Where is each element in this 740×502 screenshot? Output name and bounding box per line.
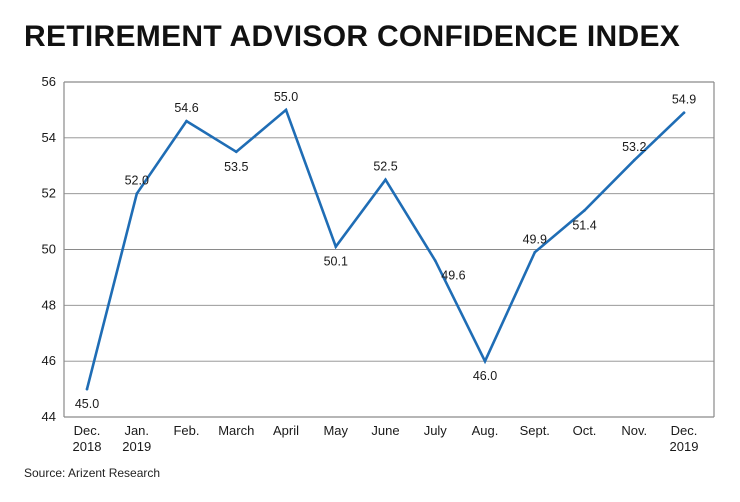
data-point [85, 387, 89, 391]
data-point [632, 158, 636, 162]
data-point [284, 108, 288, 112]
gridlines [63, 81, 715, 418]
y-tick-label: 44 [42, 409, 56, 424]
x-tick-label: Jan. 2019 [122, 423, 151, 454]
x-axis-ticks: Dec. 2018 Jan. 2019 Feb. March April May June Jul… [73, 423, 699, 454]
y-axis-ticks: 44 46 48 50 52 54 56 [42, 74, 56, 424]
data-point [433, 259, 437, 262]
data-point [135, 192, 139, 195]
data-point [583, 209, 586, 212]
y-tick-label: 54 [42, 130, 56, 145]
x-tick-label: Oct. [573, 423, 597, 438]
data-point [533, 250, 537, 254]
x-tick-label: Aug. [472, 423, 499, 438]
y-tick-label: 56 [42, 74, 56, 89]
source-note: Source: Arizent Research [24, 466, 161, 480]
y-tick-label: 50 [42, 242, 56, 257]
data-label: 51.4 [572, 218, 596, 232]
x-tick-label: May [323, 423, 348, 438]
x-tick-label: June [371, 423, 399, 438]
x-tick-label: Feb. [173, 423, 199, 438]
data-label: 49.9 [523, 232, 547, 246]
data-point [185, 119, 188, 123]
y-tick-label: 52 [42, 186, 56, 201]
data-label: 52.5 [373, 160, 397, 174]
chart-title: RETIREMENT ADVISOR CONFIDENCE INDEX [24, 20, 681, 53]
x-tick-label: Dec. 2019 [670, 423, 699, 454]
data-label: 54.9 [672, 93, 696, 107]
y-tick-label: 48 [42, 297, 56, 312]
data-label: 49.6 [441, 269, 465, 283]
x-tick-label: Sept. [520, 423, 550, 438]
data-point [234, 150, 238, 154]
x-tick-label: March [218, 423, 254, 438]
x-tick-label: April [273, 423, 299, 438]
data-label: 45.0 [75, 397, 99, 411]
data-point [682, 111, 686, 115]
data-label: 50.1 [324, 255, 348, 269]
x-tick-label: July [424, 423, 448, 438]
data-label: 54.6 [174, 101, 198, 115]
data-labels: 45.0 52.0 54.6 53.5 55.0 50.1 52.5 49.6 46.0 49.9… [75, 90, 696, 411]
data-point [384, 178, 387, 182]
data-point [483, 359, 487, 363]
y-tick-label: 46 [42, 353, 56, 368]
x-tick-label: Nov. [621, 423, 647, 438]
x-tick-label: Dec. 2018 [73, 423, 102, 454]
data-label: 53.2 [622, 140, 646, 154]
data-label: 55.0 [274, 90, 298, 104]
data-label: 53.5 [224, 160, 248, 174]
data-label: 46.0 [473, 369, 497, 383]
series-line-group [85, 107, 686, 391]
data-label: 52.0 [125, 174, 149, 188]
data-point [334, 245, 338, 249]
